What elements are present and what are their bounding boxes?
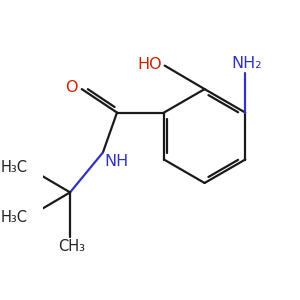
Text: NH₂: NH₂ — [231, 56, 262, 71]
Text: NH: NH — [104, 154, 128, 169]
Text: O: O — [65, 80, 78, 95]
Text: H₃C: H₃C — [1, 210, 28, 225]
Text: CH₃: CH₃ — [58, 239, 85, 254]
Text: HO: HO — [137, 57, 162, 72]
Text: H₃C: H₃C — [1, 160, 28, 175]
